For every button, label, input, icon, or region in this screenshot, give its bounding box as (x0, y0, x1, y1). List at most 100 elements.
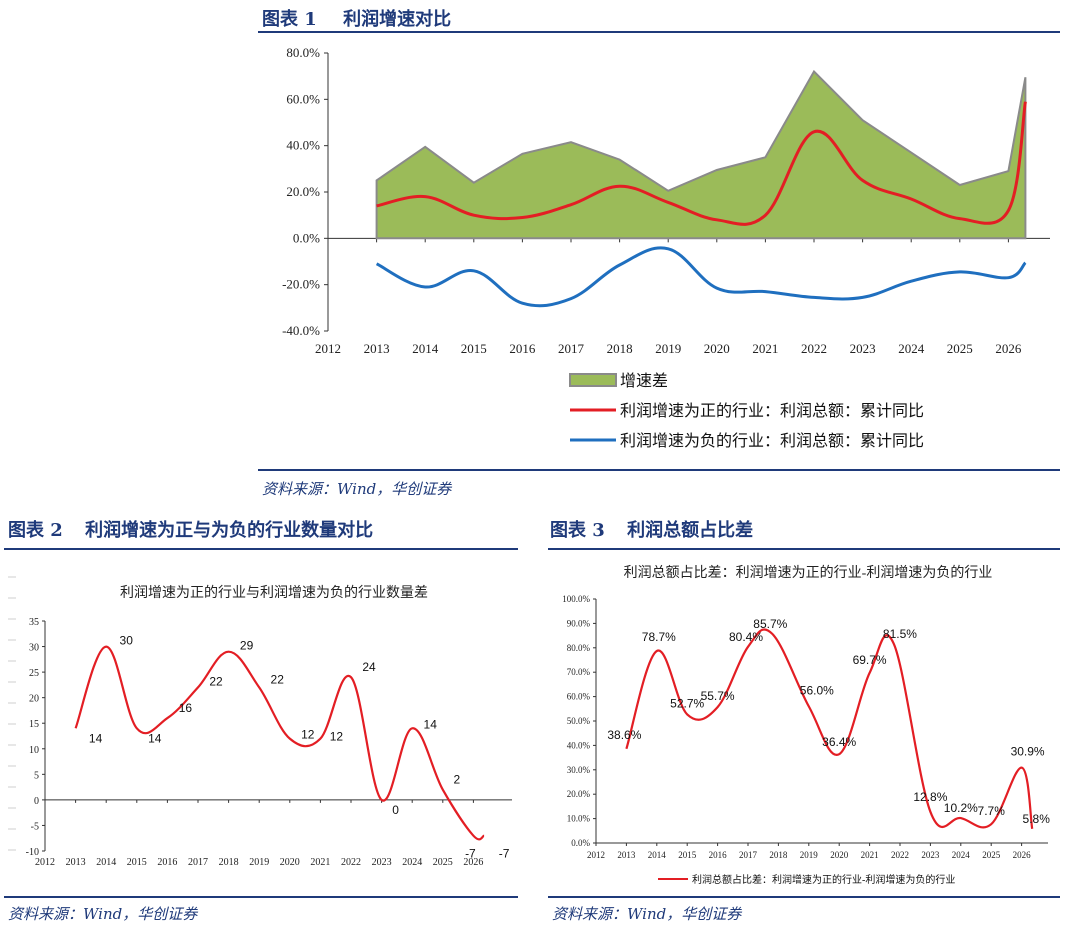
y-tick-label: -20.0% (282, 277, 320, 292)
y-tick-label: 80.0% (286, 45, 320, 60)
y-tick-label: 60.0% (567, 692, 591, 702)
fig2-header-rule (4, 548, 518, 550)
data-label: 24 (362, 660, 376, 674)
y-tick-label: 25 (29, 668, 39, 679)
y-tick-label: 0.0% (293, 230, 320, 245)
line-series-negative (375, 246, 1027, 308)
data-label: 0 (392, 803, 399, 817)
fig2-header: 图表 2 利润增速为正与为负的行业数量对比 (8, 516, 373, 542)
data-label: -7 (499, 847, 510, 861)
y-tick-label: 0 (34, 796, 39, 807)
x-tick-label: 2017 (188, 857, 208, 868)
x-tick-label: 2013 (66, 857, 86, 868)
x-tick-label: 2023 (921, 850, 940, 860)
x-tick-label: 2017 (739, 850, 758, 860)
fig3-bottom-rule (548, 896, 1060, 898)
data-label: 85.7% (753, 617, 787, 631)
data-label: 29 (240, 639, 254, 653)
x-tick-label: 2024 (402, 857, 422, 868)
x-tick-label: 2022 (801, 341, 827, 356)
fig1-header-title: 利润增速对比 (343, 9, 452, 30)
x-tick-label: 2023 (850, 341, 876, 356)
y-tick-label: 50.0% (567, 716, 591, 726)
data-label: 12 (330, 730, 344, 744)
fig3-header-title: 利润总额占比差 (627, 520, 754, 541)
legend-label-diff: 增速差 (620, 372, 668, 390)
x-tick-label: 2026 (463, 857, 483, 868)
y-tick-label: -5 (31, 821, 39, 832)
y-tick-label: 35 (29, 617, 39, 628)
x-tick-label: 2021 (861, 850, 879, 860)
line-series-positive (376, 101, 1027, 226)
x-tick-label: 2020 (280, 857, 300, 868)
x-tick-label: 2023 (372, 857, 392, 868)
fig2-header-label: 图表 2 (8, 520, 63, 541)
y-tick-label: 40.0% (286, 138, 320, 153)
data-label: 78.7% (642, 630, 676, 644)
y-tick-label: 30 (29, 643, 39, 654)
data-label: 14 (89, 731, 103, 745)
fig3-header: 图表 3 利润总额占比差 (550, 516, 753, 542)
x-tick-label: 2015 (461, 341, 487, 356)
y-tick-label: 15 (29, 719, 39, 730)
x-tick-label: 2025 (982, 850, 1001, 860)
y-tick-label: 10.0% (567, 814, 591, 824)
x-tick-label: 2013 (617, 850, 636, 860)
data-label: 5.8% (1023, 812, 1051, 826)
data-label: 30.9% (1011, 745, 1045, 759)
y-tick-label: -10 (26, 847, 39, 858)
y-tick-label: 20.0% (286, 184, 320, 199)
data-label: 38.6% (607, 728, 641, 742)
x-tick-label: 2018 (219, 857, 239, 868)
fig1-source: 资料来源：Wind，华创证券 (262, 480, 452, 498)
fig1-header: 图表 1 利润增速对比 (262, 5, 451, 31)
data-label: 14 (424, 717, 438, 731)
data-label: 81.5% (883, 627, 917, 641)
fig1-header-rule (258, 31, 1060, 33)
chart-title: 利润增速为正的行业与利润增速为负的行业数量差 (120, 585, 428, 601)
legend-swatch-diff (569, 373, 617, 387)
legend-label-negative: 利润增速为负的行业：利润总额：累计同比 (620, 432, 924, 450)
data-label: 30 (120, 634, 134, 648)
y-tick-label: 90.0% (567, 618, 591, 628)
x-tick-label: 2014 (96, 857, 116, 868)
x-tick-label: 2024 (952, 850, 971, 860)
data-label: 10.2% (944, 801, 978, 815)
fig1-bottom-rule (258, 469, 1060, 471)
data-label: 36.4% (822, 735, 856, 749)
data-label: 69.7% (853, 653, 887, 667)
data-label: 14 (148, 731, 162, 745)
fig3-header-rule (548, 548, 1060, 550)
x-tick-label: 2022 (891, 850, 909, 860)
fig1-chart: 80.0% 60.0% 40.0% 20.0% 0.0% -20.0% -40.0% 2012… (282, 45, 1050, 450)
legend-label-positive: 利润增速为正的行业：利润总额：累计同比 (620, 402, 924, 420)
x-tick-label: 2024 (898, 341, 925, 356)
line-series-share-diff (625, 628, 1034, 829)
y-tick-label: -40.0% (282, 323, 320, 338)
x-tick-label: 2016 (709, 850, 728, 860)
x-tick-label: 2021 (752, 341, 778, 356)
y-tick-label: 80.0% (567, 643, 591, 653)
data-label: 52.7% (670, 696, 704, 710)
x-tick-label: 2016 (157, 857, 177, 868)
x-tick-label: 2018 (769, 850, 788, 860)
y-tick-label: 20.0% (567, 789, 591, 799)
x-tick-label: 2019 (655, 341, 681, 356)
x-tick-label: 2015 (127, 857, 147, 868)
y-tick-label: 100.0% (562, 594, 590, 604)
x-tick-label: 2016 (509, 341, 536, 356)
data-label: 56.0% (800, 683, 834, 697)
area-series-diff (375, 69, 1027, 240)
data-label: 2 (453, 773, 460, 787)
data-label: 7.7% (978, 804, 1006, 818)
x-tick-label: 2014 (412, 341, 439, 356)
data-label: 12 (301, 728, 315, 742)
y-tick-label: 60.0% (286, 91, 320, 106)
x-tick-label: 2019 (249, 857, 269, 868)
fig2-chart: 利润增速为正的行业与利润增速为负的行业数量差35302520151050-5-1… (8, 576, 512, 868)
y-tick-label: 5 (34, 770, 39, 781)
y-tick-label: 10 (29, 745, 39, 756)
data-label: 22 (209, 674, 223, 688)
x-tick-label: 2013 (364, 341, 390, 356)
data-label: 22 (271, 672, 285, 686)
